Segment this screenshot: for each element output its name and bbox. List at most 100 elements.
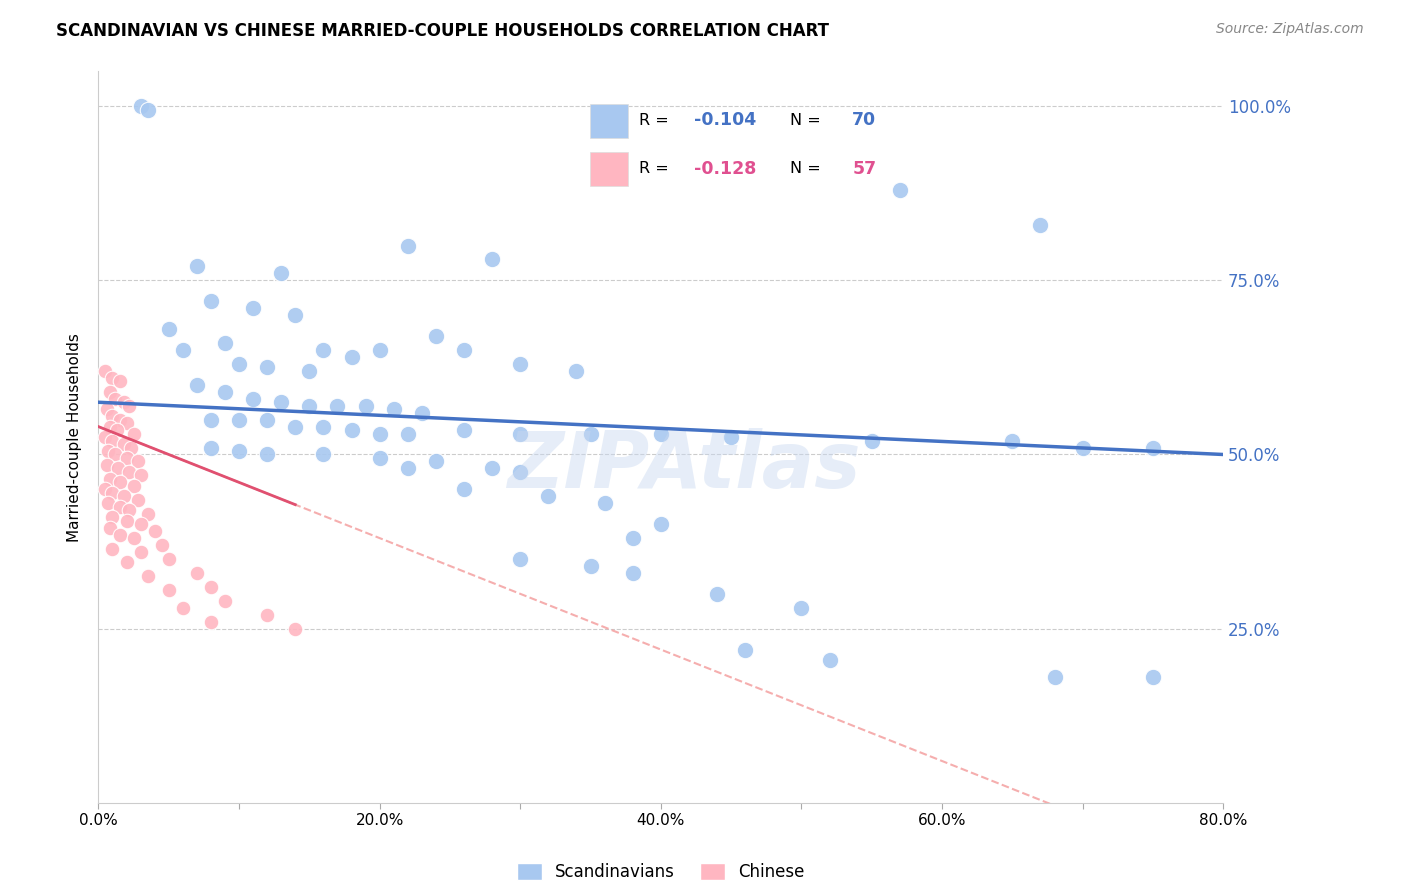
Point: [621, 531, 644, 545]
Point: [136, 103, 159, 117]
Point: [200, 580, 222, 594]
Text: Source: ZipAtlas.com: Source: ZipAtlas.com: [1216, 22, 1364, 37]
Point: [118, 399, 141, 413]
Point: [340, 350, 363, 364]
Point: [112, 437, 135, 451]
Point: [172, 343, 194, 357]
Point: [96, 402, 118, 417]
Point: [256, 360, 278, 375]
Point: [720, 430, 742, 444]
Point: [129, 545, 152, 559]
Point: [256, 448, 278, 462]
Point: [104, 392, 127, 406]
Point: [481, 461, 503, 475]
Point: [354, 399, 377, 413]
Text: ZIPAtlas: ZIPAtlas: [506, 428, 860, 504]
Point: [326, 399, 349, 413]
Point: [284, 308, 307, 322]
Point: [228, 444, 250, 458]
Point: [129, 468, 152, 483]
Point: [382, 402, 405, 417]
Text: N =: N =: [790, 161, 827, 176]
Point: [98, 521, 121, 535]
Text: 70: 70: [852, 112, 876, 129]
Point: [200, 441, 222, 455]
Point: [200, 615, 222, 629]
Point: [481, 252, 503, 267]
Text: N =: N =: [790, 112, 827, 128]
Point: [186, 377, 208, 392]
Text: SCANDINAVIAN VS CHINESE MARRIED-COUPLE HOUSEHOLDS CORRELATION CHART: SCANDINAVIAN VS CHINESE MARRIED-COUPLE H…: [56, 22, 830, 40]
Point: [98, 472, 121, 486]
Point: [889, 183, 911, 197]
Point: [1142, 670, 1164, 684]
Point: [312, 419, 335, 434]
Text: R =: R =: [638, 161, 673, 176]
Point: [1001, 434, 1024, 448]
Point: [127, 454, 149, 468]
Point: [172, 600, 194, 615]
Point: [98, 384, 121, 399]
Point: [118, 503, 141, 517]
Point: [425, 329, 447, 343]
Point: [818, 653, 841, 667]
Point: [242, 392, 264, 406]
Point: [200, 294, 222, 309]
Point: [579, 426, 602, 441]
Point: [115, 416, 138, 430]
Point: [94, 364, 117, 378]
Point: [509, 426, 531, 441]
Point: [101, 510, 124, 524]
Point: [396, 238, 419, 252]
Point: [150, 538, 173, 552]
Point: [98, 419, 121, 434]
Point: [593, 496, 616, 510]
Point: [565, 364, 588, 378]
Point: [368, 450, 391, 465]
Point: [453, 343, 475, 357]
Point: [96, 458, 118, 472]
Point: [298, 364, 321, 378]
Point: [122, 479, 145, 493]
Point: [200, 412, 222, 426]
Point: [453, 423, 475, 437]
Point: [228, 412, 250, 426]
Point: [101, 485, 124, 500]
Point: [94, 483, 117, 497]
Point: [298, 399, 321, 413]
Point: [122, 426, 145, 441]
Point: [256, 412, 278, 426]
Point: [115, 450, 138, 465]
Point: [157, 322, 180, 336]
Point: [101, 409, 124, 424]
Point: [312, 343, 335, 357]
Point: [115, 514, 138, 528]
Point: [509, 552, 531, 566]
Point: [340, 423, 363, 437]
Point: [136, 569, 159, 583]
Point: [228, 357, 250, 371]
Y-axis label: Married-couple Households: Married-couple Households: [67, 333, 83, 541]
Point: [396, 426, 419, 441]
Point: [157, 552, 180, 566]
Point: [112, 395, 135, 409]
Point: [411, 406, 433, 420]
Point: [186, 260, 208, 274]
Point: [214, 594, 236, 608]
Point: [143, 524, 166, 538]
Text: R =: R =: [638, 112, 673, 128]
Point: [368, 426, 391, 441]
Point: [1142, 441, 1164, 455]
Point: [129, 99, 152, 113]
Point: [214, 336, 236, 351]
Point: [108, 412, 131, 426]
Point: [284, 419, 307, 434]
Point: [1043, 670, 1066, 684]
Point: [1071, 441, 1094, 455]
Point: [97, 496, 120, 510]
Point: [108, 375, 131, 389]
Point: [425, 454, 447, 468]
Bar: [591, 104, 628, 137]
Point: [537, 489, 560, 503]
Point: [453, 483, 475, 497]
